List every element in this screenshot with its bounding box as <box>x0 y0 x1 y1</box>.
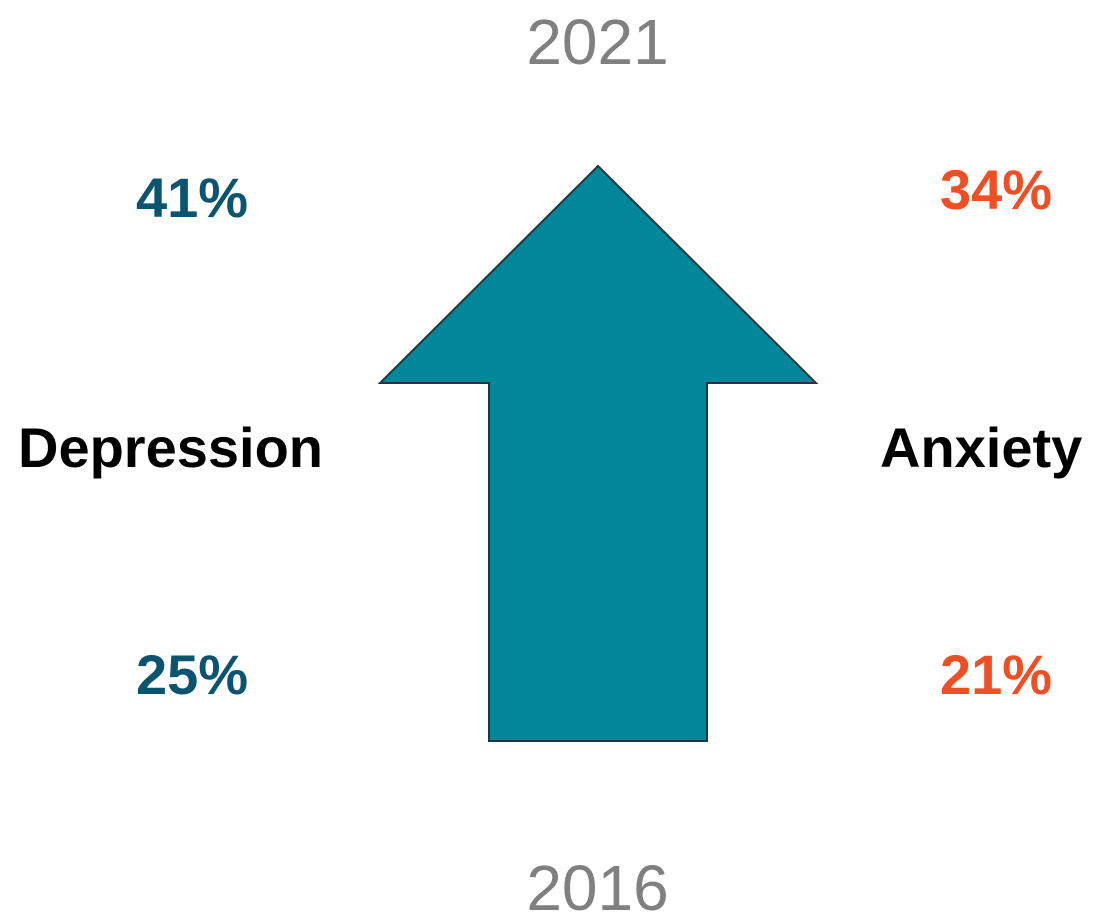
anxiety-2016-value: 21% <box>939 643 1053 706</box>
depression-2021-value: 41% <box>135 166 249 229</box>
year-2016-label: 2016 <box>526 852 669 924</box>
depression-label: Depression <box>18 416 323 479</box>
depression-2016-value: 25% <box>135 643 249 706</box>
anxiety-2021-value: 34% <box>939 158 1053 221</box>
anxiety-label: Anxiety <box>880 416 1083 479</box>
year-2021-label: 2021 <box>526 6 669 78</box>
